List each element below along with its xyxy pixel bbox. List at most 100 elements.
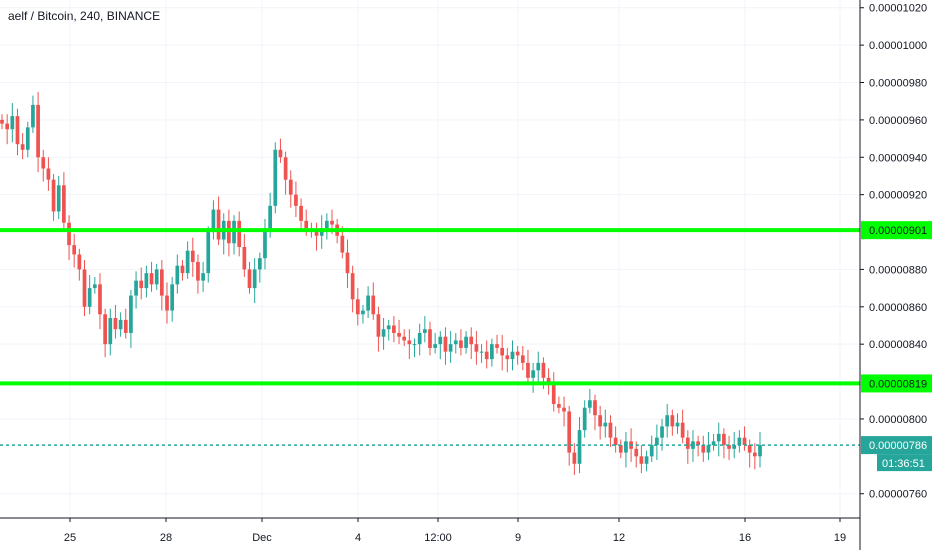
candle-body [474,344,479,352]
candle [505,347,510,373]
candle [448,331,453,363]
candle-body [41,157,46,169]
candle-body [268,205,272,229]
candle-body [355,299,360,315]
candle-body [165,295,169,311]
y-tick-label: 0.00000980 [869,78,927,90]
candle [742,426,747,451]
candle [371,282,376,320]
candle [562,396,566,427]
candle-body [72,245,77,255]
candle-body [278,149,283,158]
candle [325,213,329,240]
candle-body [613,437,618,446]
candle [655,424,659,461]
candle [557,396,561,414]
candle [62,172,66,229]
candle [500,334,505,371]
candle [613,426,618,453]
candle-body [675,422,680,427]
candle-body [526,362,530,378]
candle [639,445,644,474]
y-tick-label: 0.00000940 [869,152,927,164]
candle-body [82,269,87,307]
candle-body [722,433,726,446]
x-tick-label: 16 [739,532,751,544]
candle [691,430,695,462]
candle-body [696,441,700,446]
candle-body [340,235,345,253]
candle [247,261,252,294]
y-tick-label: 0.00001000 [869,40,927,52]
candle-body [175,265,180,285]
candle [587,389,592,414]
candle [10,103,15,143]
candle [25,121,30,158]
candle [675,413,680,434]
chart-title: aelf / Bitcoin, 240, BINANCE [8,9,161,23]
candle-body [10,116,15,130]
candle [510,340,515,371]
candle-body [366,295,370,311]
candle-body [515,351,520,356]
candle-body [392,325,396,333]
candle-body [438,336,443,345]
y-tick-label: 0.00000920 [869,190,927,202]
candle-body [376,314,381,337]
candle [598,405,603,440]
candle [531,362,535,393]
candle [680,409,685,444]
candle-body [87,288,92,307]
candle [515,346,520,365]
candle [82,260,87,317]
candle [257,252,262,283]
candle-body [531,370,535,378]
candle [464,331,468,354]
candle-body [711,441,716,446]
candle-body [108,318,113,345]
candle-body [31,104,35,128]
candle-body [201,273,205,281]
candle-body [118,319,123,330]
candle [113,304,118,339]
current-price-label: 0.00000786 [869,440,927,452]
candle [428,321,432,356]
candle-body [77,254,82,270]
candle-body [634,448,639,457]
candle-body [464,336,468,348]
candle [77,248,82,281]
candle-body [639,456,644,464]
candle [36,91,40,173]
candle [392,316,396,343]
candle [649,435,654,462]
candle-body [294,194,298,206]
candle-body [459,340,463,348]
candle [5,114,10,145]
candle-body [469,336,474,345]
candle [536,351,541,384]
candle-body [283,157,288,180]
candle-body [144,273,149,289]
candle-body [649,445,654,457]
candle [701,435,706,462]
candle-body [541,362,546,378]
candle-body [92,284,97,289]
candle-body [680,422,685,438]
level-label-box [861,374,932,393]
candle-body [603,422,608,427]
y-tick-label: 0.00000860 [869,302,927,314]
candle-body [422,329,427,333]
candle-body [737,437,742,446]
candle-body [304,220,309,229]
candle-body [103,314,107,345]
y-tick-label: 0.00000840 [869,339,927,351]
candle-body [98,284,102,315]
candle-body [490,344,494,360]
candle [350,265,355,313]
candle-body [747,445,752,453]
candle [211,200,216,240]
candle [737,430,742,453]
candle-body [170,284,175,311]
candle [196,254,200,294]
